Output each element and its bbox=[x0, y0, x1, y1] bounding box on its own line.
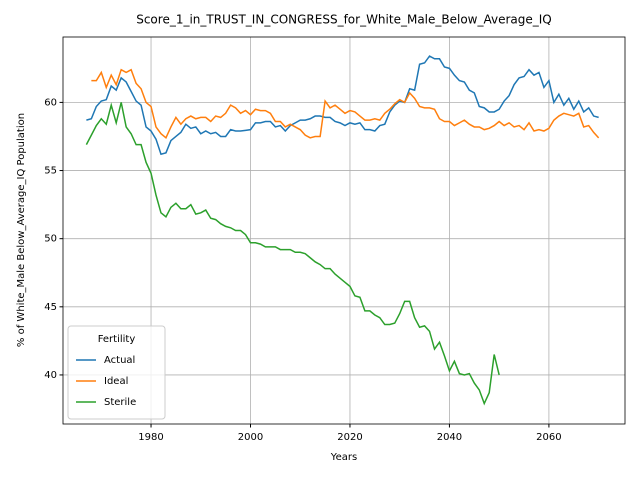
data-line bbox=[91, 68, 600, 140]
y-tick-label: 45 bbox=[44, 302, 57, 313]
chart-title: Score_1_in_TRUST_IN_CONGRESS_for_White_M… bbox=[136, 13, 552, 27]
legend-label: Actual bbox=[104, 355, 135, 366]
legend-title: Fertility bbox=[98, 334, 136, 345]
x-tick-label: 1980 bbox=[138, 432, 163, 443]
plot-frame bbox=[62, 36, 626, 425]
x-tick-label: 2000 bbox=[238, 432, 263, 443]
y-tick-label: 50 bbox=[44, 234, 57, 245]
legend-label: Ideal bbox=[104, 376, 128, 387]
y-axis-label: % of White_Male Below_Average_IQ Populat… bbox=[16, 113, 27, 347]
data-line bbox=[85, 102, 500, 406]
x-tick-label: 2040 bbox=[437, 432, 462, 443]
y-tick-label: 55 bbox=[44, 166, 57, 177]
data-line bbox=[86, 55, 599, 156]
x-axis-label: Years bbox=[330, 452, 357, 463]
legend-label: Sterile bbox=[104, 397, 136, 408]
y-tick-label: 40 bbox=[44, 370, 57, 381]
x-tick-label: 2020 bbox=[337, 432, 362, 443]
y-tick-label: 60 bbox=[44, 97, 57, 108]
x-tick-label: 2060 bbox=[536, 432, 561, 443]
legend-box bbox=[67, 325, 166, 420]
